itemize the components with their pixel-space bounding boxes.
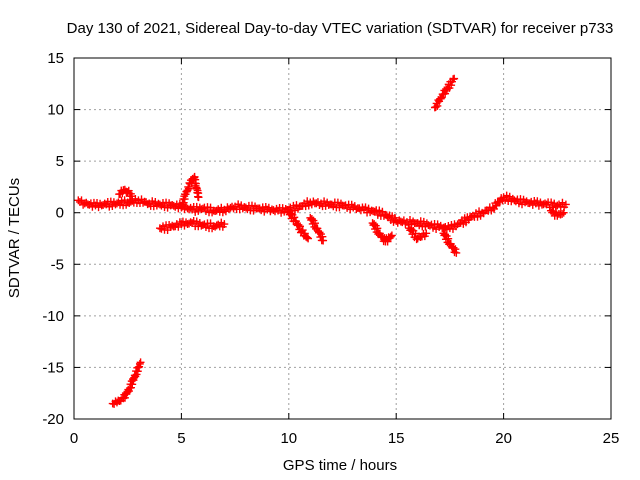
y-tick-label: -5	[51, 256, 64, 273]
series-dip-near-10-5-h	[286, 210, 312, 242]
y-tick-label: 10	[47, 102, 64, 119]
series-bump-near-2-3-h	[116, 186, 135, 199]
chart-title: Day 130 of 2021, Sidereal Day-to-day VTE…	[67, 20, 614, 37]
y-tick-label: 15	[47, 50, 64, 67]
series-tail-near-17-8-h	[440, 230, 459, 256]
series-positive-outlier	[432, 75, 458, 110]
x-tick-label: 10	[280, 430, 297, 447]
y-tick-label: 5	[56, 153, 64, 170]
x-axis-label: GPS time / hours	[283, 457, 397, 474]
y-axis-label: SDTVAR / TECUs	[6, 178, 23, 298]
plot-frame	[74, 58, 611, 419]
y-tick-label: 0	[56, 205, 64, 222]
x-tick-label: 15	[388, 430, 405, 447]
series-layer	[75, 75, 569, 407]
y-tick-label: -20	[42, 411, 64, 428]
series-dip-near-11-5-h	[307, 215, 326, 244]
x-tick-label: 20	[495, 430, 512, 447]
data-point	[376, 207, 382, 213]
data-point	[474, 214, 480, 220]
y-tick-label: -10	[42, 308, 64, 325]
series-negative-outlier	[109, 359, 143, 407]
data-point	[372, 208, 378, 214]
x-tick-label: 25	[603, 430, 620, 447]
data-point	[379, 208, 385, 214]
x-tick-label: 0	[70, 430, 78, 447]
data-point	[195, 194, 201, 200]
grid	[74, 58, 611, 419]
series-lower-arc	[157, 218, 228, 234]
y-tick-label: -15	[42, 359, 64, 376]
x-tick-label: 5	[177, 430, 185, 447]
chart: Day 130 of 2021, Sidereal Day-to-day VTE…	[0, 0, 640, 480]
data-point	[207, 204, 213, 210]
